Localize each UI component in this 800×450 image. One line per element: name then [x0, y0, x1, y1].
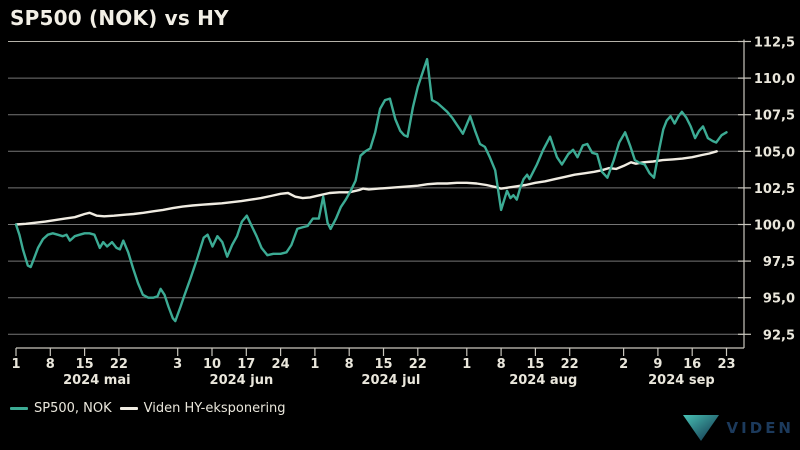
y-axis-label: 97,5	[763, 255, 795, 270]
x-axis-label: 3	[173, 357, 182, 372]
x-axis-label: 8	[46, 357, 55, 372]
month-label: 2024 sep	[648, 373, 715, 388]
y-axis-label: 107,5	[754, 109, 795, 124]
legend-swatch-hy	[119, 407, 138, 410]
legend-label-hy: Viden HY-eksponering	[143, 401, 286, 416]
viden-logo: VIDEN	[682, 414, 794, 442]
legend-item-sp500[interactable]: SP500, NOK	[10, 401, 112, 416]
legend-item-hy[interactable]: Viden HY-eksponering	[119, 401, 286, 416]
y-axis-label: 95,0	[763, 292, 795, 307]
y-axis-label: 112,5	[754, 36, 795, 51]
viden-triangle-icon	[682, 415, 719, 441]
x-axis-label: 22	[110, 357, 128, 372]
viden-logo-text: VIDEN	[726, 419, 794, 437]
series-sp500-line	[14, 57, 728, 323]
legend-label-sp500: SP500, NOK	[34, 401, 112, 416]
legend-swatch-sp500	[10, 407, 28, 410]
x-axis-label: 16	[683, 357, 701, 372]
x-axis-label: 8	[497, 357, 506, 372]
x-axis-label: 2	[619, 357, 628, 372]
x-axis-label: 17	[237, 357, 255, 372]
x-axis-label: 23	[717, 357, 735, 372]
legend: SP500, NOK Viden HY-eksponering	[10, 401, 286, 416]
month-label: 2024 mai	[63, 373, 130, 388]
x-axis-label: 15	[526, 357, 544, 372]
y-axis-label: 105,0	[754, 145, 795, 160]
x-axis-label: 24	[272, 357, 290, 372]
y-axis-label: 110,0	[754, 72, 795, 87]
x-axis-label: 1	[11, 357, 20, 372]
x-axis-label: 1	[310, 357, 319, 372]
month-label: 2024 jul	[361, 373, 420, 388]
page-title: SP500 (NOK) vs HY	[10, 6, 229, 30]
y-axis-label: 100,0	[754, 219, 795, 234]
x-axis-label: 15	[374, 357, 392, 372]
x-axis-label: 1	[462, 357, 471, 372]
x-axis-label: 22	[409, 357, 427, 372]
y-axis-label: 92,5	[763, 328, 795, 343]
x-axis-label: 8	[345, 357, 354, 372]
x-axis-label: 15	[76, 357, 94, 372]
x-axis-label: 22	[561, 357, 579, 372]
y-axis-label: 102,5	[754, 182, 795, 197]
month-label: 2024 jun	[210, 373, 274, 388]
x-axis-label: 9	[653, 357, 662, 372]
series-hy-line	[14, 150, 718, 226]
month-label: 2024 aug	[509, 373, 577, 388]
x-axis-label: 10	[203, 357, 221, 372]
